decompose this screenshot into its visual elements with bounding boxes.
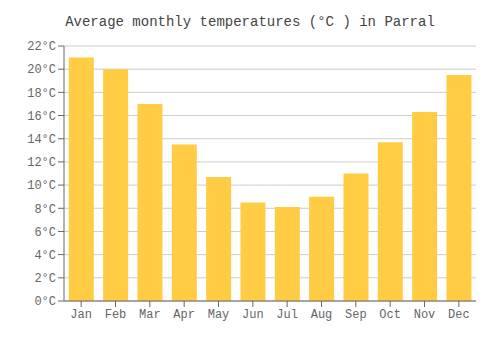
svg-text:Jan: Jan xyxy=(70,308,92,322)
svg-text:Sep: Sep xyxy=(345,308,367,322)
svg-text:May: May xyxy=(208,308,230,322)
svg-text:14°C: 14°C xyxy=(27,133,56,147)
svg-text:22°C: 22°C xyxy=(27,40,56,54)
svg-text:6°C: 6°C xyxy=(34,226,56,240)
svg-text:2°C: 2°C xyxy=(34,272,56,286)
svg-text:18°C: 18°C xyxy=(27,87,56,101)
svg-text:Oct: Oct xyxy=(379,308,401,322)
svg-text:16°C: 16°C xyxy=(27,110,56,124)
svg-text:Mar: Mar xyxy=(139,308,161,322)
svg-text:0°C: 0°C xyxy=(34,295,56,309)
svg-text:10°C: 10°C xyxy=(27,179,56,193)
svg-text:Dec: Dec xyxy=(448,308,470,322)
svg-text:12°C: 12°C xyxy=(27,156,56,170)
svg-text:Aug: Aug xyxy=(311,308,333,322)
svg-text:Jul: Jul xyxy=(276,308,298,322)
svg-text:4°C: 4°C xyxy=(34,249,56,263)
svg-text:Nov: Nov xyxy=(414,308,436,322)
svg-text:Apr: Apr xyxy=(173,308,195,322)
svg-text:20°C: 20°C xyxy=(27,63,56,77)
html-text:Average monthly temperatures (: Average monthly temperatures (°C ) in Pa… xyxy=(65,14,435,30)
svg-text:Jun: Jun xyxy=(242,308,264,322)
svg-text:8°C: 8°C xyxy=(34,203,56,217)
svg-text:Feb: Feb xyxy=(105,308,127,322)
